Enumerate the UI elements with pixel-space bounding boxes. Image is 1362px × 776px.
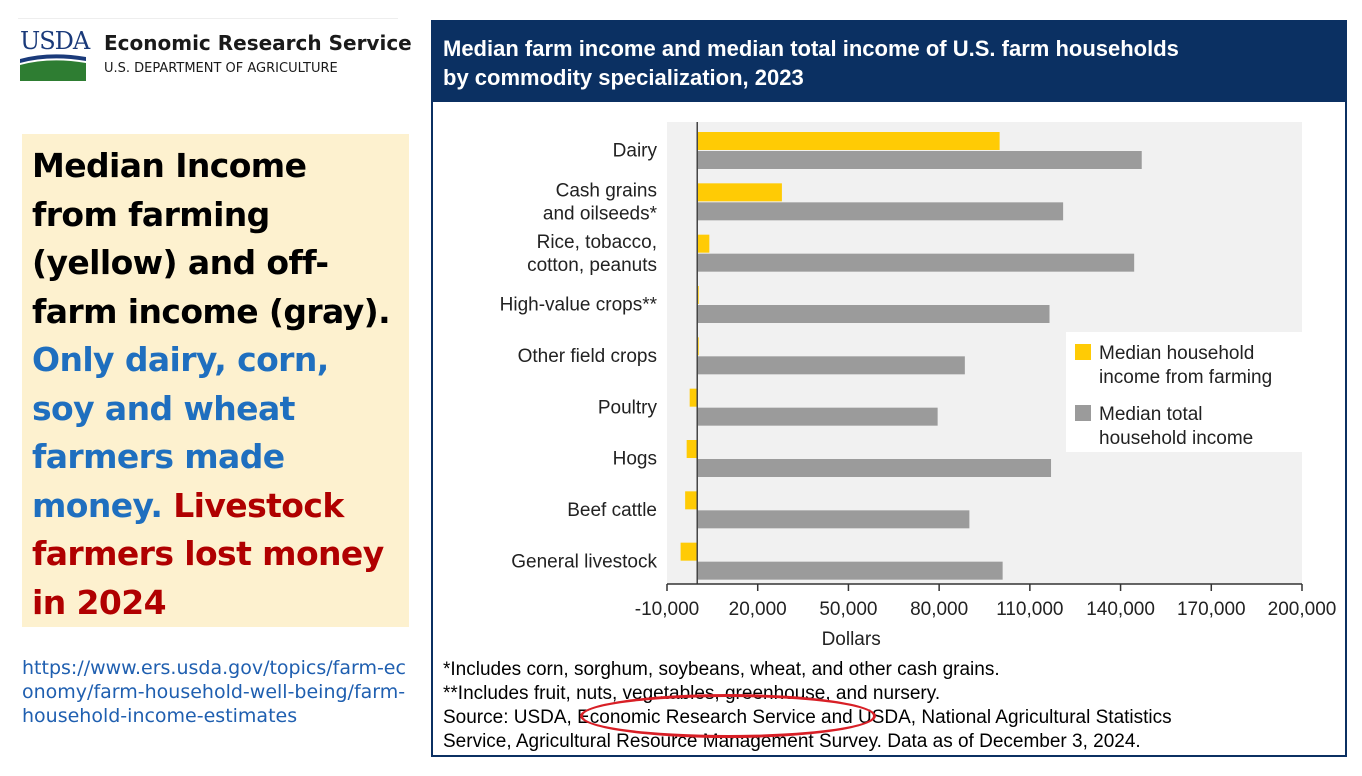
- x-tick-label-3: 80,000: [910, 599, 968, 620]
- category-label-4: Other field crops: [518, 346, 657, 367]
- callout-red-text: Livestock farmers lost money in 2024: [32, 485, 384, 622]
- category-label-8: General livestock: [511, 551, 657, 572]
- chart-notes: *Includes corn, sorghum, soybeans, wheat…: [443, 658, 1333, 754]
- x-axis-title: Dollars: [822, 629, 881, 650]
- category-label-6: Hogs: [613, 449, 657, 470]
- category-label-3: High-value crops**: [500, 295, 658, 316]
- bar-chart: Dairy Cash grains and oilseeds* Rice, tobac…: [500, 122, 1337, 650]
- farm-income-bar-7: [685, 491, 698, 510]
- x-tick-label-0: -10,000: [635, 599, 699, 620]
- category-label-7: Beef cattle: [567, 500, 657, 521]
- x-tick-label-6: 170,000: [1177, 599, 1246, 620]
- total-income-bar-4: [697, 356, 965, 375]
- farm-income-bar-8: [680, 542, 698, 561]
- total-income-bar-5: [697, 407, 938, 426]
- category-label-1: Cash grains and oilseeds*: [543, 181, 658, 225]
- callout-black-text: Median Income from farming (yellow) and …: [32, 146, 391, 331]
- x-tick-label-1: 20,000: [729, 599, 787, 620]
- usda-logo-text: USDA: [20, 27, 90, 55]
- chart-title-line-1: Median farm income and median total inco…: [443, 36, 1179, 61]
- total-income-bar-3: [697, 305, 1050, 323]
- source-url-link[interactable]: https://www.ers.usda.gov/topics/farm-eco…: [22, 657, 406, 727]
- chart-card: Median farm income and median total inco…: [431, 20, 1347, 757]
- chart-title: Median farm income and median total inco…: [433, 22, 1345, 102]
- usda-swoosh-icon: [20, 54, 86, 81]
- legend-label-0: Median household income from farming: [1099, 343, 1272, 388]
- x-tick-label-5: 140,000: [1086, 599, 1155, 620]
- source-line-2: Service, Agricultural Resource Managemen…: [443, 731, 1141, 752]
- x-tick-label-4: 110,000: [996, 599, 1063, 620]
- farm-income-bar-6: [686, 440, 698, 458]
- farm-income-bar-2: [697, 234, 710, 253]
- category-label-2: Rice, tobacco, cotton, peanuts: [527, 232, 657, 276]
- total-income-bar-0: [697, 151, 1142, 169]
- category-label-5: Poultry: [598, 397, 658, 418]
- x-tick-label-7: 200,000: [1268, 599, 1337, 620]
- department-name: U.S. DEPARTMENT OF AGRICULTURE: [104, 61, 338, 76]
- summary-callout: Median Income from farming (yellow) and …: [22, 134, 409, 627]
- farm-income-bar-0: [697, 132, 1000, 150]
- farm-income-bar-5: [689, 388, 698, 407]
- agency-name: Economic Research Service: [104, 31, 412, 55]
- legend-label-1: Median total household income: [1099, 404, 1253, 449]
- usda-ers-logo: USDA Economic Research Service U.S. DEPA…: [18, 18, 412, 98]
- farm-income-bar-4: [697, 337, 699, 356]
- legend-swatch-1: [1075, 405, 1091, 421]
- usda-logo-icon: USDA: [20, 27, 90, 81]
- total-income-bar-8: [697, 561, 1003, 580]
- legend-swatch-0: [1075, 344, 1091, 360]
- total-income-bar-7: [697, 510, 970, 529]
- callout-blue-text: Only dairy, corn, soy and wheat farmers …: [32, 340, 329, 525]
- farm-income-bar-1: [697, 183, 782, 202]
- date-highlight-circle: [580, 694, 876, 738]
- note-high-value-crops: **Includes fruit, nuts, vegetables, gree…: [443, 683, 941, 704]
- legend-box: [1066, 332, 1302, 452]
- chart-title-line-2: by commodity specialization, 2023: [443, 65, 804, 90]
- source-line-1: Source: USDA, Economic Research Service …: [443, 707, 1172, 728]
- total-income-bar-2: [697, 253, 1135, 272]
- x-tick-label-2: 50,000: [819, 599, 877, 620]
- category-label-0: Dairy: [613, 141, 658, 162]
- total-income-bar-1: [697, 202, 1064, 221]
- total-income-bar-6: [697, 459, 1052, 477]
- note-cash-grains: *Includes corn, sorghum, soybeans, wheat…: [443, 659, 1000, 680]
- farm-income-bar-3: [697, 286, 699, 304]
